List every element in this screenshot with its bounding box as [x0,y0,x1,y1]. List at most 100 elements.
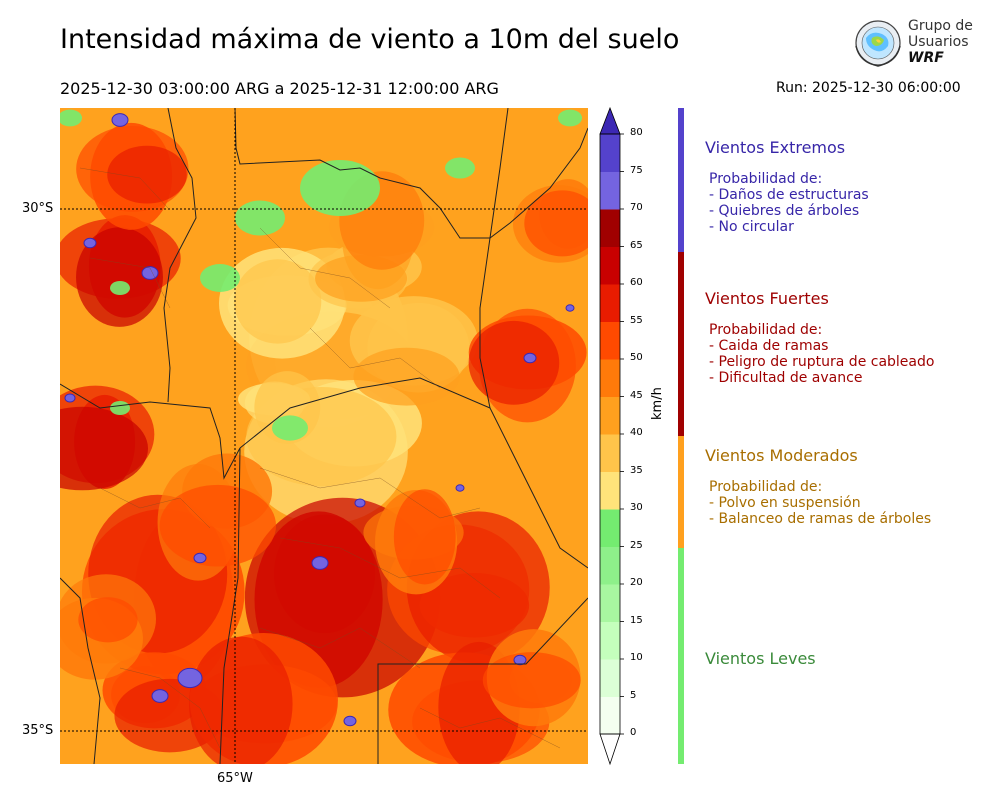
colorbar-tick-label: 65 [630,239,643,251]
logo-line3: WRF [908,50,944,66]
colorbar-tick-label: 55 [630,314,643,326]
colorbar-bin [600,434,620,472]
colorbar-bin [600,134,620,172]
extreme-wind-spot [151,689,169,703]
low-wind-area [235,200,285,236]
extreme-wind-spot [83,237,97,249]
category-extreme-desc: Probabilidad de: - Daños de estructuras … [709,171,869,235]
colorbar-extend-bottom [599,733,621,766]
colorbar-bin [600,359,620,397]
colorbar-bin [600,284,620,322]
extreme-wind-spot [565,304,575,312]
wind-cell [393,489,456,585]
colorbar [599,106,624,766]
category-strong-item: - Dificultad de avance [709,370,863,386]
extreme-wind-spot [193,552,207,564]
low-wind-area [60,109,82,127]
forecast-period: 2025-12-30 03:00:00 ARG a 2025-12-31 12:… [60,79,499,98]
category-moderate: Vientos Moderados Probabilidad de: - Pol… [705,446,931,527]
low-wind-area [558,109,582,127]
wind-cell [468,320,560,405]
category-strong: Vientos Fuertes Probabilidad de: - Caida… [705,289,934,386]
run-time: Run: 2025-12-30 06:00:00 [776,80,961,96]
lat-label-30s: 30°S [22,201,54,216]
colorbar-tick-label: 75 [630,164,643,176]
wind-cell [353,347,460,406]
colorbar-tick-label: 60 [630,277,643,288]
logo-line2: Usuarios [908,34,969,50]
logo-line1: Grupo de [908,18,973,34]
wind-cell [60,406,148,491]
colorbar-bin [600,584,620,622]
department-borders [79,167,561,749]
lon-label-65w: 65°W [217,771,253,786]
logo-text: Grupo de Usuarios WRF [908,18,973,66]
colorbar-tick-label: 40 [630,427,643,438]
colorbar-tick-label: 45 [630,389,643,401]
extreme-wind-spot [64,393,76,403]
extreme-wind-spot [455,484,465,492]
category-extreme-item: - Daños de estructuras [709,187,869,203]
category-moderate-desc-title: Probabilidad de: [709,479,823,495]
extreme-wind-spot [523,352,537,364]
colorbar-bin [600,546,620,585]
colorbar-unit: km/h [650,387,665,420]
light-bar [678,548,684,764]
category-moderate-item: - Balanceo de ramas de árboles [709,511,932,527]
strong-bar [678,252,684,436]
category-moderate-item: - Polvo en suspensión [709,495,861,511]
extreme-wind-spot [177,667,203,689]
colorbar-bin [600,171,620,210]
wind-cell [78,597,138,643]
colorbar-bin [600,509,620,547]
wind-cell [524,190,588,257]
low-wind-area [110,401,130,415]
extreme-wind-spot [513,654,527,666]
colorbar-extend-top [599,106,621,135]
globe-icon [855,20,901,67]
colorbar-tick-label: 10 [630,652,643,663]
colorbar-bin [600,321,620,360]
low-wind-area [272,415,308,441]
colorbar-tick-label: 15 [630,614,643,626]
category-light: Vientos Leves [705,649,816,668]
colorbar-tick-label: 35 [630,464,643,476]
gridlines [60,108,588,764]
colorbar-bin [600,396,620,435]
extreme-wind-spot [343,715,357,727]
colorbar-bin [600,696,620,735]
colorbar-tick-label: 50 [630,352,643,363]
colorbar-tick-label: 20 [630,577,643,588]
category-strong-name: Vientos Fuertes [705,289,829,308]
colorbar-bin [600,209,620,247]
category-strong-desc: Probabilidad de: - Caida de ramas - Peli… [709,322,934,386]
colorbar-bin [600,471,620,510]
extreme-wind-spot [141,266,159,280]
category-strong-item: - Caida de ramas [709,338,829,354]
low-wind-area [300,160,380,216]
colorbar-tick-label: 25 [630,539,643,551]
colorbar-bin [600,621,620,660]
low-wind-area [200,264,240,292]
colorbar-bin [600,659,620,697]
wind-field [60,109,588,764]
category-extreme: Vientos Extremos Probabilidad de: - Daño… [705,138,869,235]
wrf-logo [855,20,901,67]
category-strong-desc-title: Probabilidad de: [709,322,823,338]
wind-cell [482,652,581,709]
colorbar-tick-label: 30 [630,502,643,513]
wind-cell [189,636,293,764]
category-strong-item: - Peligro de ruptura de cableado [709,354,935,370]
moderate-bar [678,436,684,548]
low-wind-area [110,281,130,295]
category-extreme-name: Vientos Extremos [705,138,846,157]
wind-cell [76,227,163,327]
wind-cell [159,484,277,567]
category-extreme-item: - Quiebres de árboles [709,203,860,219]
low-wind-area [445,157,475,179]
category-light-name: Vientos Leves [705,649,816,668]
category-moderate-name: Vientos Moderados [705,446,858,465]
extreme-wind-spot [354,498,366,508]
extreme-wind-spot [111,113,129,127]
category-moderate-desc: Probabilidad de: - Polvo en suspensión -… [709,479,931,527]
